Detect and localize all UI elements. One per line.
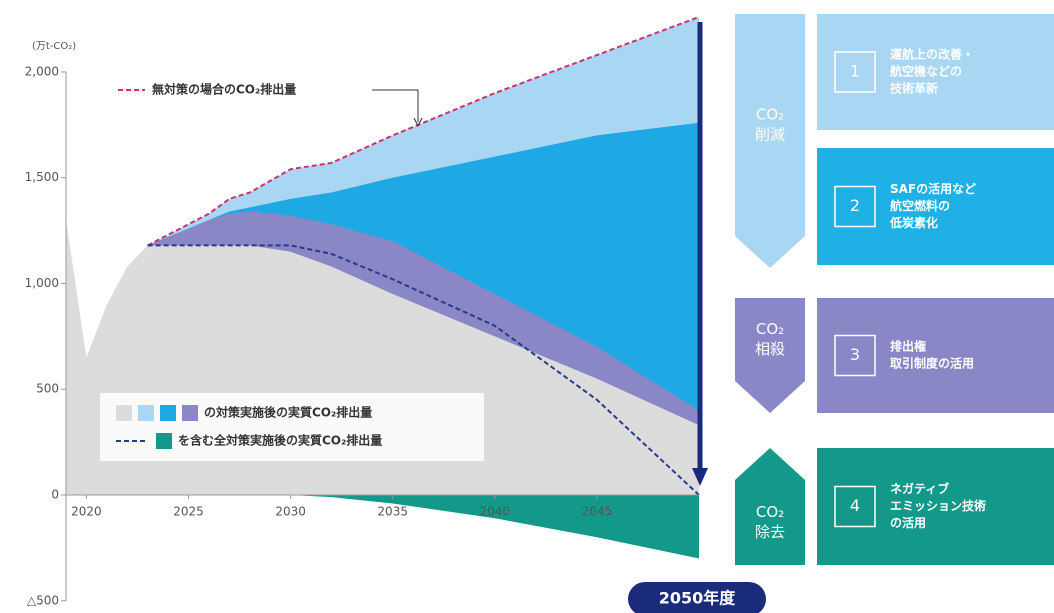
annotation: 無対策の場合のCO₂排出量 — [152, 82, 296, 97]
group-label: CO₂ — [756, 503, 784, 521]
target-arrow-head — [692, 468, 708, 486]
x-tick-label: 2025 — [173, 504, 204, 518]
item-number-box — [834, 334, 876, 377]
group-label: 削減 — [755, 126, 785, 144]
group-label: CO₂ — [756, 320, 784, 338]
item-number: 4 — [850, 496, 860, 515]
group-label: CO₂ — [756, 106, 784, 124]
item-text: 排出権 — [890, 339, 926, 354]
leader — [372, 89, 419, 122]
y-tick-label: 1,000 — [25, 276, 59, 290]
item-text: の活用 — [890, 515, 926, 530]
item-number: 2 — [850, 196, 860, 215]
x-tick-label: 2030 — [275, 504, 306, 518]
y-tick-label: 2,000 — [25, 64, 59, 78]
item-number-box — [834, 51, 876, 93]
item-text: 取引制度の活用 — [890, 356, 974, 371]
legend-swatch — [182, 405, 198, 421]
legend-label: を含む全対策実施後の実質CO₂排出量 — [178, 433, 382, 448]
item-box — [817, 448, 1054, 565]
item-number: 1 — [850, 62, 860, 81]
group-arrow — [735, 448, 805, 565]
area — [290, 494, 699, 559]
y-tick-label: 500 — [36, 382, 59, 396]
legend — [100, 393, 484, 461]
item-box — [817, 14, 1054, 130]
legend-swatch — [156, 433, 172, 449]
legend-swatch — [160, 405, 176, 421]
item-text: 低炭素化 — [889, 215, 938, 230]
item-text: 技術革新 — [890, 81, 938, 96]
item-box — [817, 298, 1054, 413]
y-tick-label: 0 — [51, 487, 59, 501]
item-number: 3 — [850, 345, 860, 364]
item-text: ネガティブ — [890, 481, 949, 496]
group-label: 除去 — [755, 523, 785, 541]
item-text: SAFの活用など — [890, 181, 976, 196]
item-text: 航空燃料の — [890, 198, 950, 213]
legend-swatch — [138, 405, 154, 421]
item-text: エミッション技術 — [890, 498, 986, 513]
x-tick-label: 2040 — [480, 504, 511, 518]
item-number-box — [834, 485, 876, 528]
group-arrow — [735, 14, 805, 268]
line — [147, 16, 700, 247]
item-text: 運航上の改善・ — [890, 47, 974, 62]
target-label: 2050年度 — [659, 589, 737, 608]
group-arrow — [735, 298, 805, 413]
y-tick-label: △500 — [27, 593, 59, 607]
y-tick-label: 1,500 — [25, 170, 59, 184]
item-number-box — [834, 185, 876, 228]
legend-swatch — [116, 405, 132, 421]
target-pill — [628, 582, 766, 613]
item-text: 航空機などの — [890, 64, 962, 79]
x-tick-label: 2045 — [582, 504, 613, 518]
x-tick-label: 2020 — [71, 504, 102, 518]
group-label: 相殺 — [755, 340, 785, 358]
x-tick-label: 2035 — [377, 504, 408, 518]
leader-head — [413, 117, 423, 128]
legend-label: の対策実施後の実質CO₂排出量 — [204, 405, 372, 420]
y-unit-label: (万t-CO₂) — [32, 41, 76, 52]
item-box — [817, 148, 1054, 265]
